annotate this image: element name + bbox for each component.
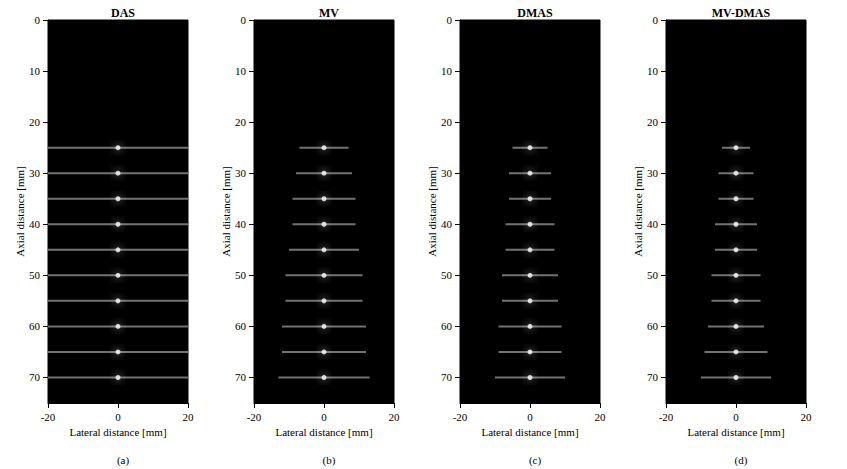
svg-text:MV-DMAS: MV-DMAS (712, 6, 771, 20)
svg-text:60: 60 (647, 320, 659, 332)
svg-text:20: 20 (389, 411, 401, 423)
svg-text:40: 40 (647, 218, 659, 230)
svg-text:50: 50 (29, 269, 41, 281)
svg-text:50: 50 (235, 269, 247, 281)
svg-text:60: 60 (441, 320, 453, 332)
svg-text:70: 70 (29, 371, 41, 383)
svg-text:50: 50 (441, 269, 453, 281)
svg-text:70: 70 (647, 371, 659, 383)
svg-text:Axial distance [mm]: Axial distance [mm] (426, 166, 438, 256)
svg-text:20: 20 (595, 411, 607, 423)
svg-text:-20: -20 (453, 411, 468, 423)
svg-text:30: 30 (29, 167, 41, 179)
svg-text:30: 30 (235, 167, 247, 179)
svg-text:30: 30 (647, 167, 659, 179)
svg-text:60: 60 (235, 320, 247, 332)
svg-text:30: 30 (441, 167, 453, 179)
svg-text:Lateral distance [mm]: Lateral distance [mm] (275, 426, 372, 438)
svg-text:0: 0 (527, 411, 533, 423)
svg-text:40: 40 (235, 218, 247, 230)
svg-text:40: 40 (29, 218, 41, 230)
svg-text:0: 0 (321, 411, 327, 423)
svg-text:10: 10 (647, 65, 659, 77)
svg-text:20: 20 (647, 116, 659, 128)
svg-text:DMAS: DMAS (517, 6, 553, 20)
svg-text:Lateral distance [mm]: Lateral distance [mm] (481, 426, 578, 438)
svg-text:20: 20 (235, 116, 247, 128)
svg-text:0: 0 (241, 14, 247, 26)
svg-text:-20: -20 (247, 411, 262, 423)
svg-text:(a): (a) (117, 454, 130, 467)
svg-text:(b): (b) (323, 454, 336, 467)
svg-text:0: 0 (653, 14, 659, 26)
svg-text:Axial distance [mm]: Axial distance [mm] (632, 166, 644, 256)
svg-text:(c): (c) (529, 454, 542, 467)
svg-text:Axial distance [mm]: Axial distance [mm] (14, 166, 26, 256)
svg-text:10: 10 (235, 65, 247, 77)
svg-text:40: 40 (441, 218, 453, 230)
svg-text:20: 20 (29, 116, 41, 128)
svg-text:20: 20 (441, 116, 453, 128)
svg-text:20: 20 (801, 411, 813, 423)
svg-text:-20: -20 (41, 411, 56, 423)
svg-text:0: 0 (115, 411, 121, 423)
svg-text:Lateral distance [mm]: Lateral distance [mm] (687, 426, 784, 438)
svg-text:0: 0 (447, 14, 453, 26)
svg-text:10: 10 (29, 65, 41, 77)
svg-text:70: 70 (235, 371, 247, 383)
svg-text:50: 50 (647, 269, 659, 281)
svg-text:10: 10 (441, 65, 453, 77)
svg-text:70: 70 (441, 371, 453, 383)
svg-text:60: 60 (29, 320, 41, 332)
svg-text:Axial distance [mm]: Axial distance [mm] (220, 166, 232, 256)
svg-text:MV: MV (319, 6, 339, 20)
svg-text:20: 20 (183, 411, 195, 423)
svg-text:-20: -20 (659, 411, 674, 423)
svg-text:0: 0 (35, 14, 41, 26)
svg-text:DAS: DAS (111, 6, 135, 20)
svg-text:0: 0 (733, 411, 739, 423)
svg-text:(d): (d) (735, 454, 748, 467)
svg-text:Lateral distance [mm]: Lateral distance [mm] (69, 426, 166, 438)
